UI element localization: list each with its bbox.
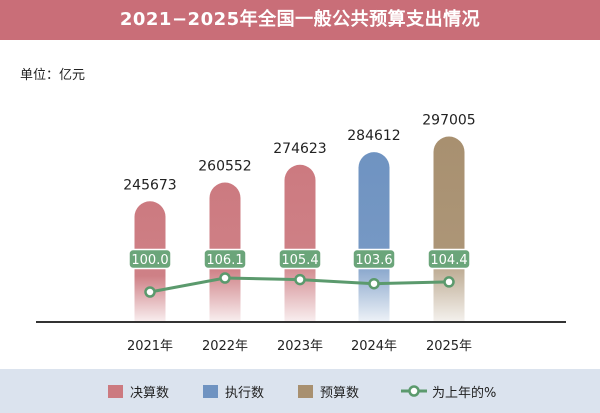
bar-2024年	[358, 152, 390, 322]
legend-label: 为上年的%	[432, 386, 497, 401]
header-separator	[0, 40, 600, 43]
legend-swatch	[298, 385, 313, 398]
line-label-box	[203, 248, 247, 270]
legend-label: 执行数	[225, 386, 265, 401]
bar-2025年	[433, 136, 465, 322]
x-tick-label: 2022年	[202, 339, 248, 354]
legend: 决算数 执行数 预算数 为上年的%	[0, 369, 600, 413]
bar-value-label: 274623	[273, 141, 326, 157]
bar-value-label: 245673	[123, 177, 176, 193]
line-point	[294, 273, 306, 286]
bar-value-label: 284612	[347, 128, 400, 144]
legend-label: 决算数	[130, 386, 170, 401]
bar-line-chart: 245673 260552 274623 284612 297005 100.0 106.…	[36, 113, 566, 354]
line-label: 104.4	[430, 253, 467, 268]
page-title: 2021−2025年全国一般公共预算支出情况	[119, 9, 481, 30]
line-label-box	[128, 248, 172, 270]
legend-swatch	[203, 385, 218, 398]
legend-line-icon	[401, 385, 427, 397]
line-layer: 100.0 106.1 105.4 103.6 104.4	[128, 248, 471, 298]
line-label: 106.1	[206, 253, 243, 268]
line-point	[219, 272, 231, 284]
line-label-box	[352, 248, 396, 270]
bar-value-label: 297005	[422, 113, 475, 129]
legend-swatch	[108, 385, 123, 398]
x-tick-label: 2023年	[277, 339, 323, 354]
line-point	[443, 276, 455, 288]
unit-label: 单位：亿元	[20, 68, 86, 83]
line-point	[144, 286, 156, 298]
line-point	[368, 277, 380, 290]
x-tick-label: 2021年	[127, 339, 173, 354]
x-tick-label: 2025年	[426, 339, 472, 354]
bar-2023年	[284, 164, 316, 322]
line-label-box	[427, 248, 471, 270]
bars-layer: 245673 260552 274623 284612 297005	[123, 113, 476, 322]
axis-layer: 2021年 2022年 2023年 2024年 2025年	[36, 321, 566, 354]
bar-value-label: 260552	[198, 159, 251, 175]
line-label: 105.4	[281, 253, 318, 268]
x-tick-label: 2024年	[351, 339, 397, 354]
line-label: 100.0	[131, 253, 168, 268]
line-label-box	[278, 248, 322, 270]
legend-label: 预算数	[320, 386, 360, 401]
line-label: 103.6	[355, 253, 392, 268]
header-banner: 2021−2025年全国一般公共预算支出情况	[0, 0, 600, 43]
